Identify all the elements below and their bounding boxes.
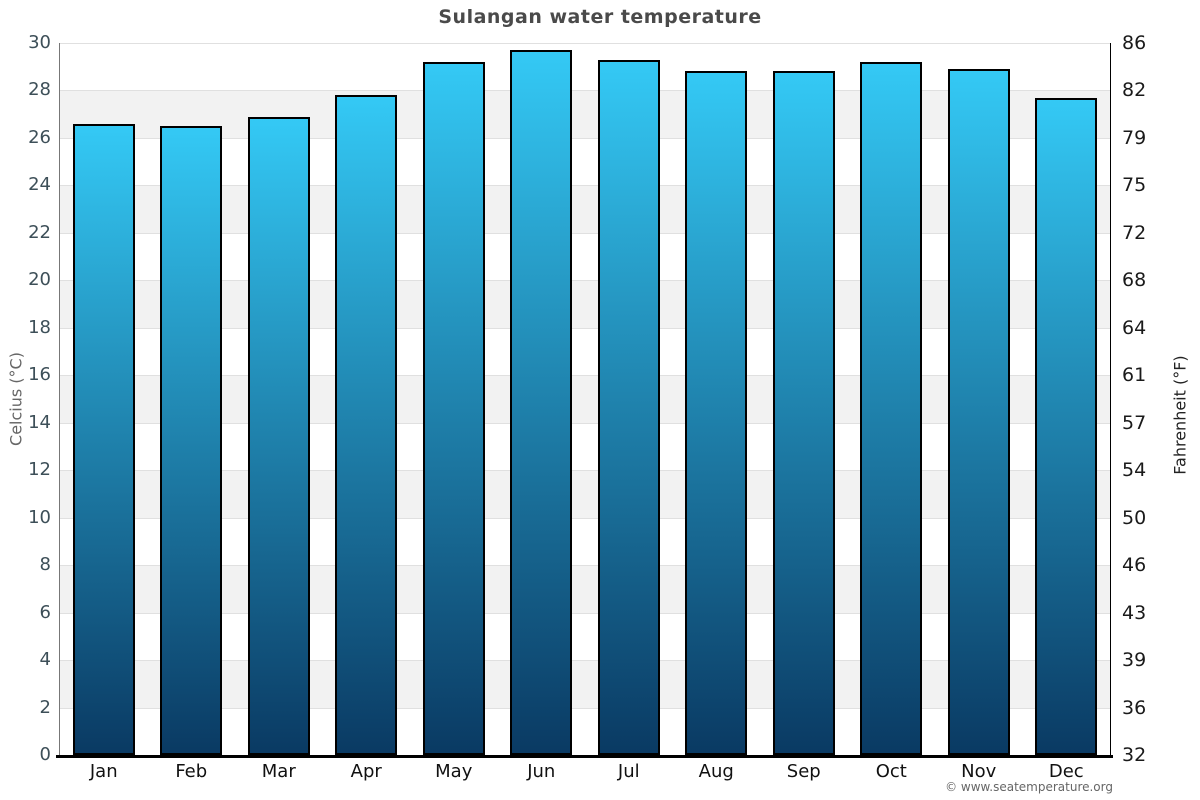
bar-jan [72,123,135,755]
grid-band [60,43,1110,91]
y-tick-label-fahrenheit: 82 [1122,79,1147,102]
grid-band [60,660,1110,708]
x-axis-line [56,755,1113,758]
x-tick-label-may: May [435,761,473,782]
y-tick-label-fahrenheit: 39 [1122,649,1147,672]
gridline [60,660,1110,662]
bar-jun [510,50,573,755]
y-tick-label-fahrenheit: 75 [1122,174,1147,197]
x-tick-label-oct: Oct [875,761,907,782]
gridline [60,185,1110,187]
y-tick-label-fahrenheit: 50 [1122,506,1147,529]
bar-may [422,62,485,755]
y-tick-label-celsius: 12 [28,459,51,481]
copyright-credit: © www.seatemperature.org [945,780,1113,794]
y-tick-label-fahrenheit: 72 [1122,221,1147,244]
y-tick-label-fahrenheit: 43 [1122,601,1147,624]
x-tick-label-jul: Jul [617,761,640,782]
bar-dec [1035,97,1098,755]
gridline [60,43,1110,44]
gridline [60,565,1110,567]
x-tick-label-mar: Mar [261,761,296,782]
y-tick-label-celsius: 10 [28,506,51,528]
y-tick-label-celsius: 24 [28,174,51,196]
grid-band [60,185,1110,233]
y-tick-label-fahrenheit: 61 [1122,364,1147,387]
gridline [60,517,1110,519]
bar-sep [772,71,835,755]
gridline [60,232,1110,234]
grid-band [60,707,1110,755]
y-tick-label-celsius: 26 [28,126,51,148]
bar-apr [335,95,398,755]
x-tick-label-sep: Sep [786,761,821,782]
y-tick-label-fahrenheit: 36 [1122,696,1147,719]
grid-band [60,280,1110,328]
y-tick-label-celsius: 18 [28,316,51,338]
grid-band [60,612,1110,661]
y-tick-label-celsius: 16 [28,364,51,386]
y-tick-label-fahrenheit: 57 [1122,411,1147,434]
bar-nov [947,69,1010,755]
y-tick-label-fahrenheit: 64 [1122,316,1147,339]
x-tick-label-jun: Jun [527,761,556,782]
y-tick-label-celsius: 14 [28,411,51,433]
y-tick-label-fahrenheit: 54 [1122,459,1147,482]
bar-feb [160,126,223,755]
gridline [60,612,1110,614]
grid-band [60,232,1110,281]
y-tick-label-celsius: 22 [28,221,51,243]
grid-band [60,517,1110,566]
gridline [60,90,1110,92]
y-tick-label-celsius: 6 [39,601,51,623]
y-tick-label-celsius: 0 [39,744,51,765]
grid-band [60,422,1110,471]
right-axis-title: Fahrenheit (°F) [1170,355,1190,475]
x-tick-label-nov: Nov [961,761,997,782]
grid-band [60,327,1110,376]
gridline [60,375,1110,377]
y-tick-label-fahrenheit: 68 [1122,269,1147,292]
y-tick-label-celsius: 30 [28,32,51,53]
bar-mar [247,116,310,755]
grid-band [60,137,1110,186]
x-tick-label-dec: Dec [1048,761,1084,782]
y-tick-label-celsius: 4 [39,649,51,671]
y-axis-line-right [1109,43,1111,755]
plot-area [56,43,1113,758]
gridline [60,470,1110,472]
x-tick-label-feb: Feb [175,761,208,782]
y-tick-label-celsius: 28 [28,79,51,101]
x-tick-label-apr: Apr [350,761,382,782]
gridline [60,327,1110,329]
gridline [60,137,1110,139]
bar-jul [597,59,660,755]
grid-band [60,90,1110,138]
grid-band [60,470,1110,518]
gridline [60,707,1110,709]
x-tick-label-jan: Jan [89,761,118,782]
y-tick-label-fahrenheit: 32 [1122,744,1147,766]
y-tick-label-fahrenheit: 46 [1122,554,1147,577]
y-tick-label-celsius: 8 [39,554,51,576]
grid-band [60,375,1110,423]
y-tick-label-fahrenheit: 86 [1122,32,1147,54]
x-tick-label-aug: Aug [698,761,734,782]
y-tick-label-celsius: 2 [39,696,51,718]
bar-aug [685,71,748,755]
y-tick-label-fahrenheit: 79 [1122,126,1147,149]
gridline [60,280,1110,282]
bar-oct [860,62,923,755]
chart-title: Sulangan water temperature [438,6,762,28]
gridline [60,422,1110,424]
y-tick-label-celsius: 20 [28,269,51,291]
grid-band [60,565,1110,613]
